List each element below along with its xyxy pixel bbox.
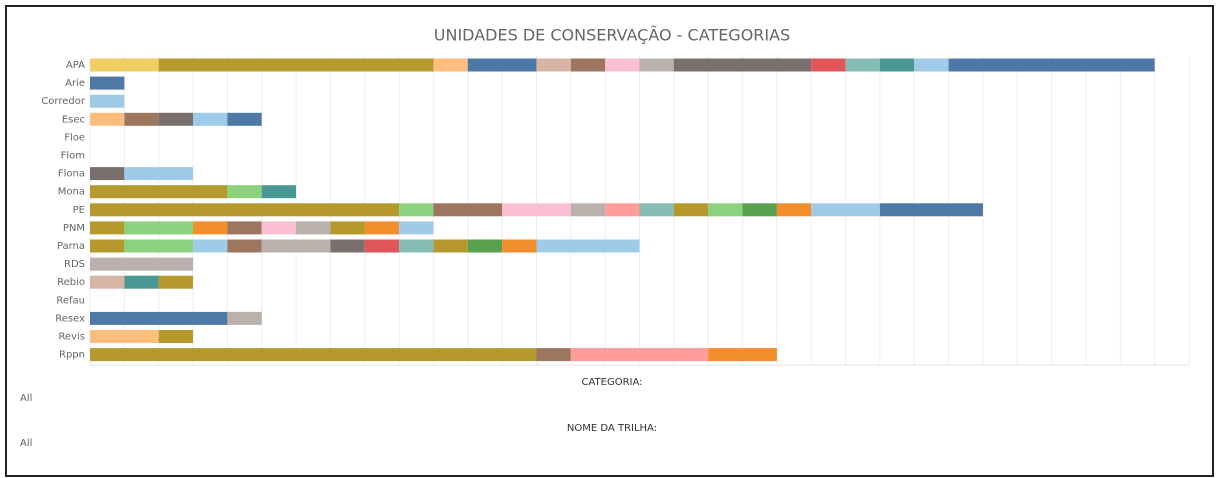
bar-segment: [193, 239, 228, 253]
bar-segment: [605, 58, 640, 72]
bar-segment: [124, 221, 194, 235]
bar-segment: [227, 239, 262, 253]
bar-segment: [90, 167, 125, 181]
bar-segment: [776, 203, 812, 217]
bar-segment: [399, 203, 434, 217]
bar-segment: [536, 348, 571, 362]
filter-value[interactable]: All: [20, 438, 32, 449]
bar-segment: [879, 58, 915, 72]
bar-segment: [261, 185, 297, 199]
bar-segment: [296, 221, 331, 235]
bar-segment: [536, 58, 571, 72]
bar-segment: [467, 239, 503, 253]
bar-segment: [364, 239, 400, 253]
y-tick-label: Revis: [58, 332, 85, 343]
bar-segment: [227, 185, 262, 199]
bar-segment: [845, 58, 880, 72]
bar-segment: [811, 203, 880, 217]
bar-segment: [90, 348, 537, 362]
y-tick-label: Floe: [64, 132, 85, 143]
bar-segment: [90, 330, 159, 343]
bar-segment: [948, 58, 1155, 72]
bar-segment: [158, 112, 194, 126]
bar-segment: [811, 58, 846, 72]
bar-segment: [330, 221, 365, 235]
bar-segment: [227, 221, 262, 235]
bar-segment: [399, 239, 434, 253]
bar-segment: [158, 58, 434, 72]
bar-segment: [914, 58, 949, 72]
bar-segment: [90, 203, 400, 217]
bar-segment: [364, 221, 400, 235]
bar-segment: [879, 203, 983, 217]
bar-segment: [639, 58, 674, 72]
bar-segment: [124, 239, 194, 253]
bar-segment: [90, 275, 125, 289]
y-tick-label: Refau: [56, 295, 85, 306]
y-tick-label: PNM: [63, 223, 85, 234]
bar-segment: [605, 203, 640, 217]
y-tick-label: Resex: [55, 313, 85, 324]
bar-segment: [673, 203, 709, 217]
y-tick-label: Arie: [65, 78, 85, 89]
bar-segment: [570, 348, 709, 362]
y-tick-label: PE: [73, 205, 85, 216]
bar-segment: [330, 239, 365, 253]
bar-segment: [90, 239, 125, 253]
bar-segment: [570, 203, 606, 217]
bar-segment: [90, 58, 159, 72]
bar-segment: [433, 239, 468, 253]
y-tick-label: RDS: [64, 259, 85, 270]
bar-segment: [708, 203, 743, 217]
filter-value[interactable]: All: [20, 393, 32, 404]
filter-label: NOME DA TRILHA:: [567, 423, 657, 434]
chart-title: UNIDADES DE CONSERVAÇÃO - CATEGORIAS: [434, 26, 790, 45]
y-tick-label: Flom: [61, 151, 85, 162]
bar-segment: [193, 112, 228, 126]
y-tick-label: Parna: [57, 241, 85, 252]
bar-segment: [536, 239, 640, 253]
bar-segment: [158, 275, 194, 289]
bar-segment: [433, 58, 468, 72]
bar-segment: [399, 221, 434, 235]
bar-segment: [90, 311, 228, 325]
y-tick-label: Rebio: [57, 277, 85, 288]
bar-segment: [742, 203, 777, 217]
bar-segment: [639, 203, 674, 217]
y-tick-label: Corredor: [41, 96, 86, 107]
bar-segment: [90, 76, 125, 90]
bar-segment: [90, 185, 228, 199]
bar-segment: [90, 221, 125, 235]
bar-segment: [261, 239, 331, 253]
bar-segment: [90, 112, 125, 126]
bar-segment: [502, 239, 537, 253]
bar-segment: [90, 257, 194, 271]
bar-segment: [124, 167, 194, 181]
bar-segment: [227, 112, 262, 126]
bar-segment: [708, 348, 777, 362]
bar-segment: [502, 203, 571, 217]
y-tick-label: APA: [66, 60, 85, 71]
bar-segment: [227, 311, 262, 325]
bar-segment: [467, 58, 537, 72]
bar-segment: [124, 112, 159, 126]
bar-segment: [261, 221, 297, 235]
bar-segment: [90, 94, 125, 108]
bar-segment: [158, 330, 194, 343]
filter-label: CATEGORIA:: [581, 377, 642, 388]
bar-segment: [673, 58, 812, 72]
y-tick-label: Rppn: [59, 350, 85, 361]
bar-segment: [124, 275, 159, 289]
bar-segment: [433, 203, 503, 217]
bar-segment: [193, 221, 228, 235]
y-tick-label: Flona: [58, 169, 85, 180]
bar-segment: [570, 58, 606, 72]
y-tick-label: Mona: [58, 187, 85, 198]
y-tick-label: Esec: [62, 114, 85, 125]
